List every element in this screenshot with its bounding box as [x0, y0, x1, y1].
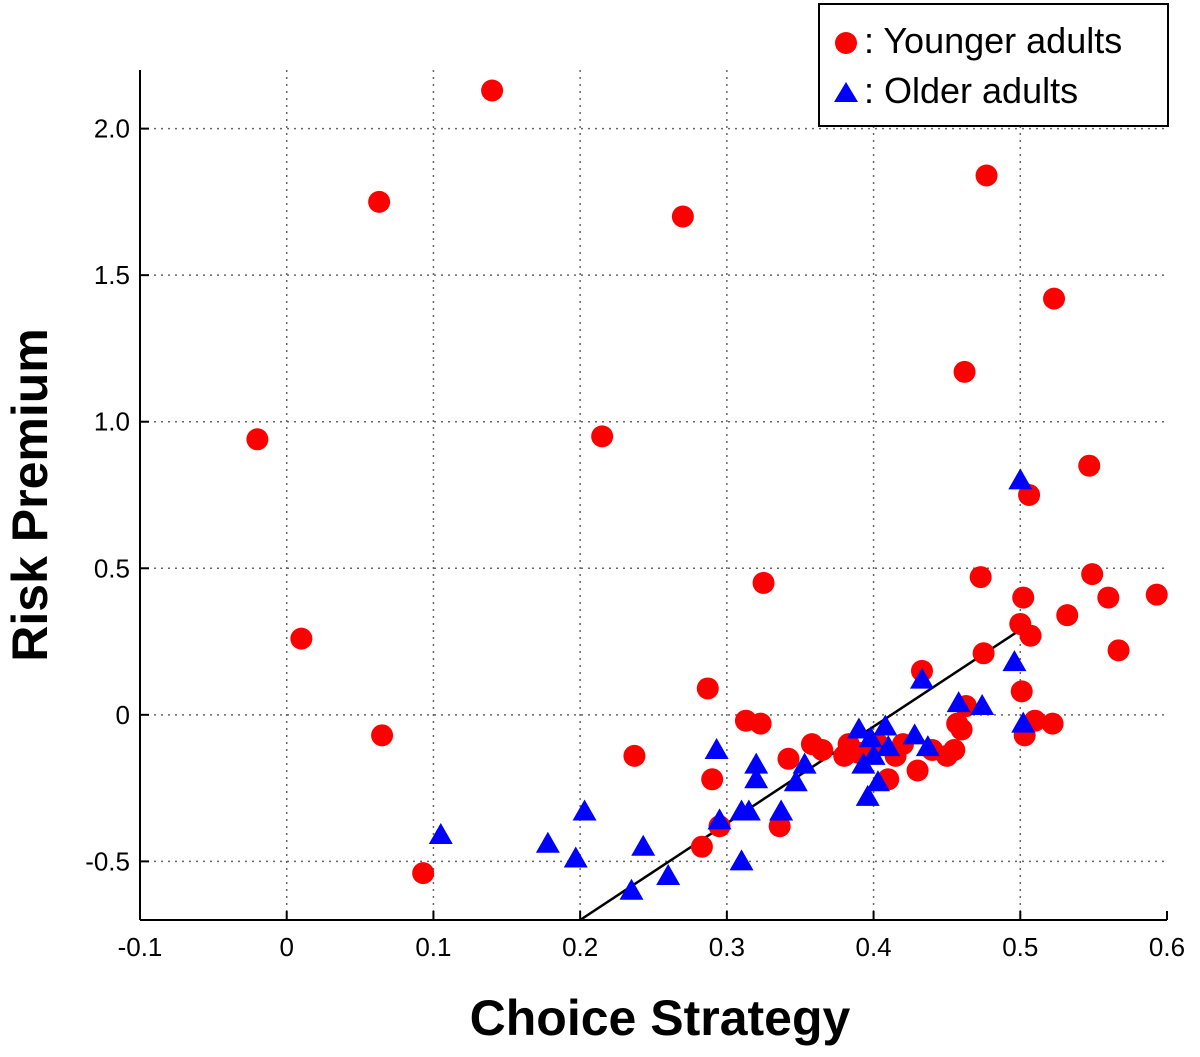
legend-label-younger: : Younger adults: [864, 20, 1122, 61]
older-adult-point: [970, 694, 995, 716]
older-adult-point: [915, 735, 940, 757]
older-adult-point: [707, 808, 732, 830]
older-adult-point: [563, 846, 588, 868]
younger-adult-point: [371, 724, 394, 747]
x-tick-label: 0.1: [415, 932, 451, 962]
fit-line-group: [579, 628, 1021, 922]
older-adult-point: [946, 691, 971, 713]
older-adult-point: [744, 752, 769, 774]
younger-adult-point: [972, 642, 995, 665]
older-adult-point: [1008, 468, 1033, 490]
younger-adult-point: [1145, 583, 1168, 606]
older-adult-point: [865, 770, 890, 792]
x-tick-label: 0.4: [855, 932, 891, 962]
tick-labels: -0.1 0 0.1 0.2 0.3 0.4 0.5 0.6 -0.5 0 0.5 1.0 1.5 2.0: [85, 114, 1185, 962]
legend-label-older: : Older adults: [864, 70, 1078, 111]
y-tick-label: 1.5: [94, 260, 130, 290]
legend-marker-younger: [835, 32, 857, 54]
x-tick-label: 0.5: [1002, 932, 1038, 962]
regression-line: [579, 628, 1021, 922]
older-adult-point: [704, 738, 729, 759]
younger-adult-point: [777, 747, 800, 770]
older-adult-point: [846, 717, 871, 739]
younger-adult-point: [671, 205, 694, 228]
older-adult-point: [572, 799, 597, 821]
y-tick-label: 2.0: [94, 114, 130, 144]
younger-adult-point: [368, 190, 391, 213]
younger-adult-point: [752, 571, 775, 594]
younger-adult-point: [1056, 604, 1079, 627]
y-tick-label: 0.5: [94, 553, 130, 583]
older-adult-point: [909, 667, 934, 689]
x-axis-title: Choice Strategy: [470, 990, 851, 1046]
older-adult-point: [631, 834, 656, 856]
older-adult-point: [861, 743, 886, 765]
younger-adult-point: [1019, 624, 1042, 647]
x-tick-label: -0.1: [118, 932, 163, 962]
younger-adult-point: [623, 744, 646, 767]
older-adult-point: [783, 770, 808, 792]
older-adult-point: [873, 714, 898, 736]
x-tick-label: 0: [279, 932, 293, 962]
x-tick-label: 0.2: [562, 932, 598, 962]
younger-adult-point: [690, 835, 713, 858]
grid-lines: [140, 70, 1167, 920]
younger-adult-point: [1010, 680, 1033, 703]
y-tick-label: 0: [116, 700, 130, 730]
axes: [139, 70, 1168, 921]
younger-adult-point: [290, 627, 313, 650]
x-tick-label: 0.6: [1149, 932, 1185, 962]
younger-adult-point: [906, 759, 929, 782]
younger-adult-point: [591, 425, 614, 448]
older-adult-point: [729, 849, 754, 871]
younger-adult-point: [412, 862, 435, 885]
older-adult-point: [769, 799, 794, 821]
younger-adult-point: [953, 360, 976, 383]
y-tick-label: -0.5: [85, 846, 130, 876]
older-adult-point: [1011, 711, 1036, 733]
younger-adult-point: [969, 566, 992, 589]
younger-adult-point: [749, 712, 772, 735]
younger-adult-point: [1078, 454, 1101, 477]
younger-adult-point: [950, 718, 973, 741]
older-adult-point: [792, 752, 817, 774]
older-adult-point: [535, 831, 560, 853]
older-adult-point: [858, 726, 883, 748]
younger-adult-point: [768, 815, 791, 838]
older-adult-point: [428, 823, 453, 844]
legend-box: [818, 3, 1169, 127]
older-adult-point: [744, 767, 769, 789]
legend-marker-older: [834, 82, 858, 102]
younger-adult-point: [1012, 586, 1035, 609]
y-axis-title: Risk Premium: [2, 328, 58, 661]
younger-adult-point: [696, 677, 719, 700]
older-adult-point: [855, 784, 880, 806]
older-adult-point: [736, 799, 761, 821]
younger-adult-point: [975, 164, 998, 187]
older-adult-point: [619, 878, 644, 900]
x-tick-label: 0.3: [709, 932, 745, 962]
younger-adult-point: [811, 739, 834, 761]
younger-adult-point: [1043, 287, 1066, 310]
younger-adult-point: [1041, 712, 1064, 735]
younger-adult-point: [1018, 484, 1041, 506]
younger-adult-point: [1081, 563, 1104, 586]
older-adult-point: [876, 735, 901, 757]
older-adult-point: [656, 864, 681, 886]
younger-adult-point: [943, 739, 966, 761]
younger-adult-point: [481, 79, 504, 102]
younger-adult-point: [701, 768, 724, 791]
legend: : Younger adults : Older adults: [818, 3, 1169, 127]
data-points: [246, 79, 1168, 900]
older-adult-point: [1002, 650, 1027, 672]
younger-adult-point: [1107, 639, 1130, 662]
younger-adult-point: [1097, 586, 1120, 609]
younger-adult-point: [246, 428, 269, 451]
older-adult-point: [902, 723, 927, 745]
y-tick-label: 1.0: [94, 407, 130, 437]
